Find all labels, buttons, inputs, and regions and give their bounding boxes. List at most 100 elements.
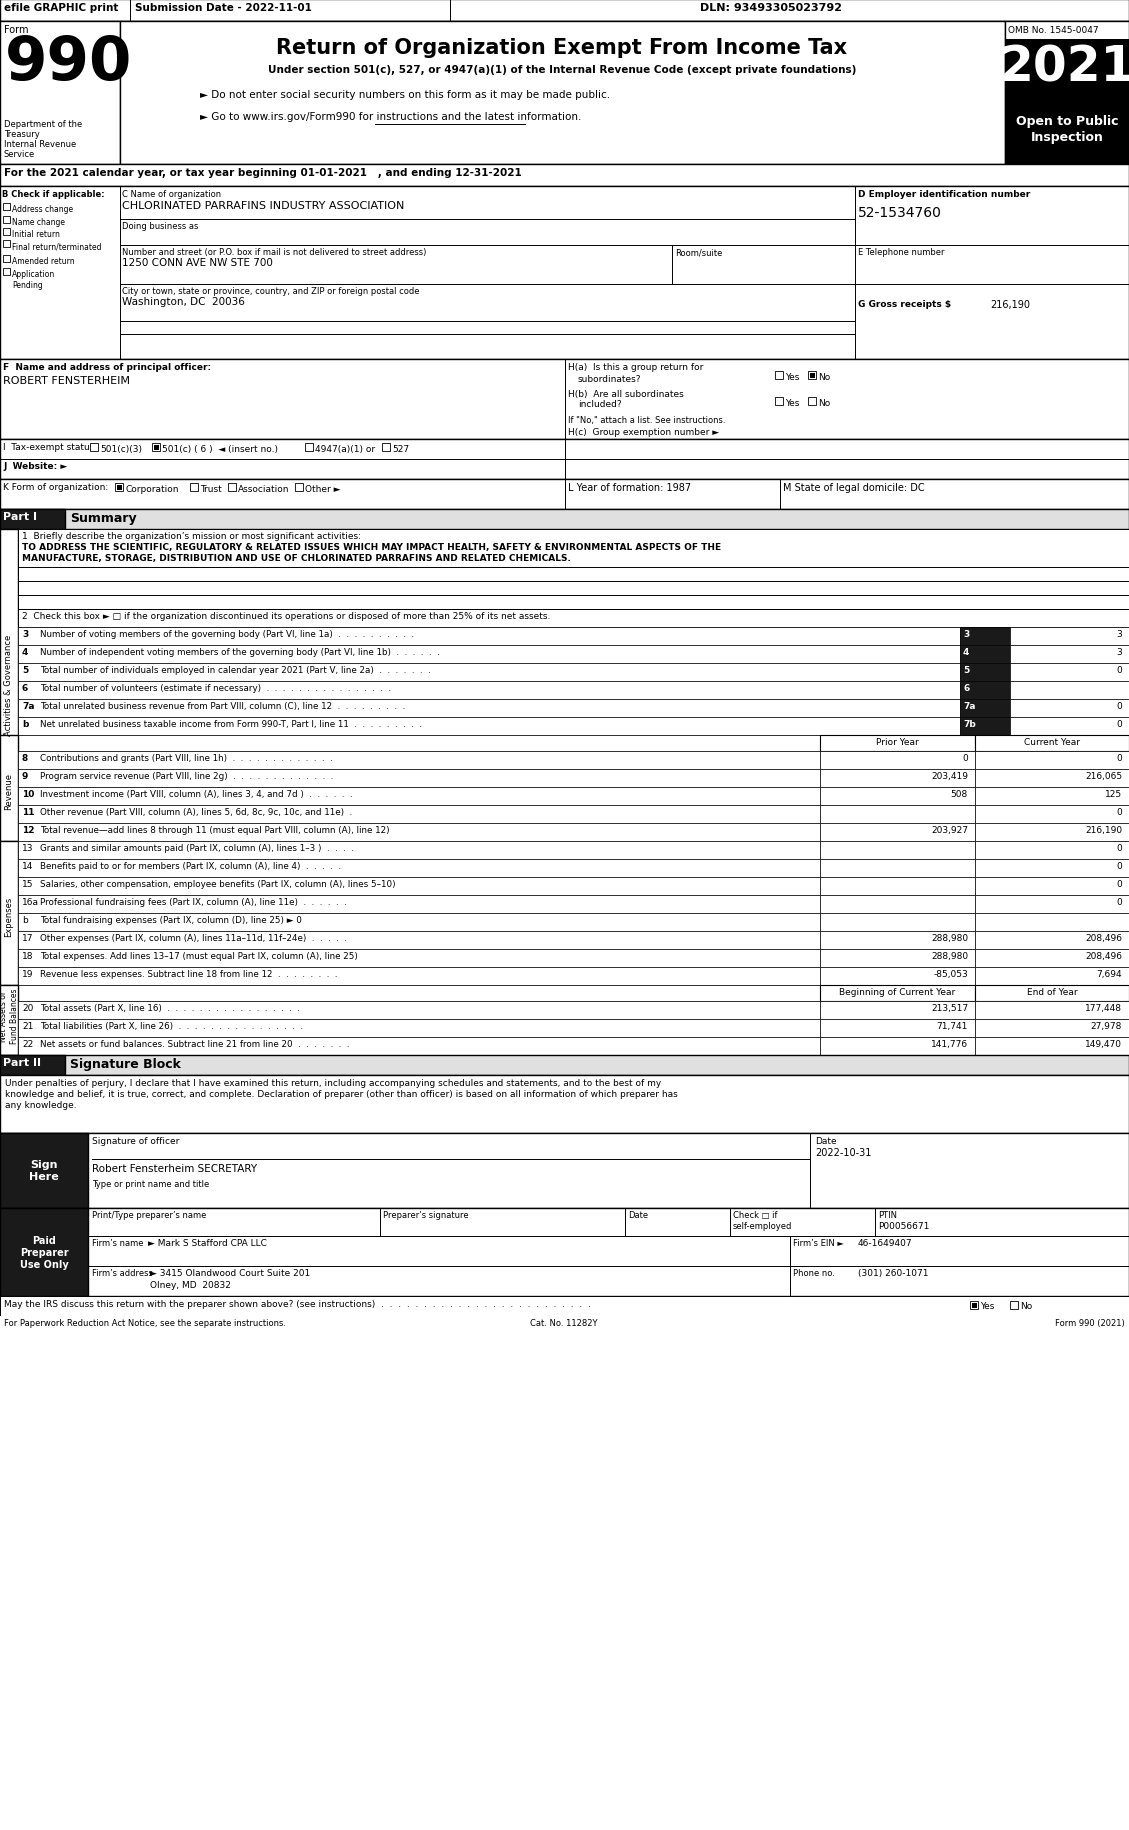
- Bar: [820, 842, 975, 860]
- Text: Name change: Name change: [12, 218, 65, 227]
- Bar: [808, 371, 816, 381]
- Bar: [975, 968, 1129, 986]
- Bar: [0, 1133, 88, 1208]
- Bar: [975, 824, 1129, 842]
- Text: Other expenses (Part IX, column (A), lines 11a–11d, 11f–24e)  .  .  .  .  .: Other expenses (Part IX, column (A), lin…: [40, 933, 347, 942]
- Text: 4: 4: [963, 648, 970, 657]
- Text: Form 990 (2021): Form 990 (2021): [1056, 1318, 1124, 1327]
- Bar: [975, 787, 1129, 805]
- Text: 501(c) ( 6 )  ◄ (insert no.): 501(c) ( 6 ) ◄ (insert no.): [161, 445, 278, 454]
- Bar: [3, 203, 10, 210]
- Text: D Employer identification number: D Employer identification number: [858, 190, 1031, 199]
- Bar: [975, 736, 1129, 752]
- Text: Net assets or fund balances. Subtract line 21 from line 20  .  .  .  .  .  .  .: Net assets or fund balances. Subtract li…: [40, 1039, 350, 1049]
- Bar: [960, 717, 1010, 736]
- Text: 216,065: 216,065: [1085, 772, 1122, 781]
- Bar: [975, 860, 1129, 878]
- Bar: [305, 443, 313, 452]
- Bar: [18, 931, 820, 950]
- Bar: [154, 445, 158, 450]
- Bar: [18, 681, 960, 699]
- Text: Date: Date: [628, 1210, 648, 1219]
- Text: P00056671: P00056671: [878, 1221, 929, 1230]
- Text: Yes: Yes: [980, 1301, 995, 1310]
- Bar: [115, 483, 123, 492]
- Bar: [18, 860, 820, 878]
- Bar: [18, 736, 1129, 752]
- Text: Association: Association: [238, 485, 289, 494]
- Text: E Telephone number: E Telephone number: [858, 247, 945, 256]
- Text: 15: 15: [21, 880, 34, 889]
- Text: 501(c)(3): 501(c)(3): [100, 445, 142, 454]
- Bar: [228, 483, 236, 492]
- Text: Address change: Address change: [12, 205, 73, 214]
- Text: 216,190: 216,190: [990, 300, 1030, 309]
- Bar: [0, 511, 65, 529]
- Bar: [975, 895, 1129, 913]
- Text: 3: 3: [1117, 630, 1122, 639]
- Bar: [0, 986, 18, 1056]
- Text: Amended return: Amended return: [12, 256, 75, 265]
- Bar: [975, 1001, 1129, 1019]
- Text: ► Mark S Stafford CPA LLC: ► Mark S Stafford CPA LLC: [148, 1239, 266, 1248]
- Text: 2022-10-31: 2022-10-31: [815, 1147, 872, 1157]
- Text: 0: 0: [1117, 701, 1122, 710]
- Text: H(b)  Are all subordinates: H(b) Are all subordinates: [568, 390, 684, 399]
- Bar: [960, 646, 1010, 664]
- Text: 527: 527: [392, 445, 409, 454]
- Text: 14: 14: [21, 862, 34, 871]
- Text: b: b: [21, 719, 28, 728]
- Text: 0: 0: [1117, 844, 1122, 853]
- Text: 0: 0: [1117, 754, 1122, 763]
- Bar: [820, 878, 975, 895]
- Text: Number and street (or P.O. box if mail is not delivered to street address): Number and street (or P.O. box if mail i…: [122, 247, 427, 256]
- Text: 203,419: 203,419: [931, 772, 968, 781]
- Text: 5: 5: [963, 666, 970, 675]
- Bar: [0, 529, 18, 840]
- Text: DLN: 93493305023792: DLN: 93493305023792: [700, 4, 842, 13]
- Text: b: b: [21, 915, 28, 924]
- Text: 4947(a)(1) or: 4947(a)(1) or: [315, 445, 375, 454]
- Text: 203,927: 203,927: [931, 825, 968, 834]
- Bar: [975, 878, 1129, 895]
- Text: 12: 12: [21, 825, 35, 834]
- Text: TO ADDRESS THE SCIENTIFIC, REGULATORY & RELATED ISSUES WHICH MAY IMPACT HEALTH, : TO ADDRESS THE SCIENTIFIC, REGULATORY & …: [21, 544, 721, 551]
- Text: efile GRAPHIC print: efile GRAPHIC print: [5, 4, 119, 13]
- Text: Corporation: Corporation: [125, 485, 178, 494]
- Bar: [970, 1301, 978, 1308]
- Text: Summary: Summary: [70, 512, 137, 525]
- Text: F  Name and address of principal officer:: F Name and address of principal officer:: [3, 362, 211, 371]
- Text: Beginning of Current Year: Beginning of Current Year: [839, 988, 955, 997]
- Bar: [18, 1038, 820, 1056]
- Text: 11: 11: [21, 807, 35, 816]
- Text: Net unrelated business taxable income from Form 990-T, Part I, line 11  .  .  . : Net unrelated business taxable income fr…: [40, 719, 422, 728]
- Bar: [820, 860, 975, 878]
- Bar: [295, 483, 303, 492]
- Text: Salaries, other compensation, employee benefits (Part IX, column (A), lines 5–10: Salaries, other compensation, employee b…: [40, 880, 395, 889]
- Text: Date: Date: [815, 1136, 837, 1146]
- Bar: [975, 805, 1129, 824]
- Bar: [820, 895, 975, 913]
- Bar: [960, 628, 1010, 646]
- Bar: [0, 1056, 65, 1076]
- Text: K Form of organization:: K Form of organization:: [3, 483, 108, 492]
- Text: included?: included?: [578, 399, 622, 408]
- Bar: [190, 483, 198, 492]
- Bar: [18, 787, 820, 805]
- Text: C Name of organization: C Name of organization: [122, 190, 221, 199]
- Bar: [3, 229, 10, 236]
- Bar: [1005, 104, 1129, 165]
- Text: 0: 0: [962, 754, 968, 763]
- Text: 8: 8: [21, 754, 28, 763]
- Text: Investment income (Part VIII, column (A), lines 3, 4, and 7d )  .  .  .  .  .  .: Investment income (Part VIII, column (A)…: [40, 789, 352, 798]
- Text: 1250 CONN AVE NW STE 700: 1250 CONN AVE NW STE 700: [122, 258, 273, 267]
- Text: 9: 9: [21, 772, 28, 781]
- Text: Application
Pending: Application Pending: [12, 269, 55, 289]
- Bar: [971, 1303, 977, 1308]
- Text: 3: 3: [1117, 648, 1122, 657]
- Text: Firm’s name: Firm’s name: [91, 1239, 143, 1248]
- Text: 10: 10: [21, 789, 34, 798]
- Text: 7,694: 7,694: [1096, 970, 1122, 979]
- Bar: [18, 805, 820, 824]
- Text: Return of Organization Exempt From Income Tax: Return of Organization Exempt From Incom…: [277, 38, 848, 59]
